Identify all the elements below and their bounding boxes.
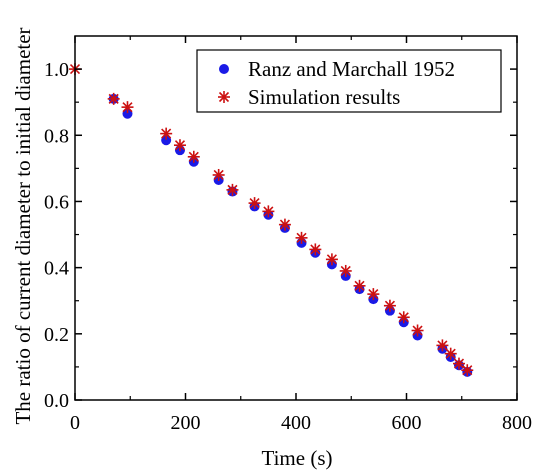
data-point: [226, 183, 239, 196]
data-point: [397, 311, 410, 324]
x-tick-label: 0: [70, 412, 80, 434]
data-point: [248, 197, 261, 210]
data-point: [107, 92, 120, 105]
x-tick-label: 800: [502, 412, 532, 434]
legend-box: [196, 49, 502, 113]
legend-circle-marker: [219, 64, 229, 74]
y-tick-label: 0.6: [44, 191, 69, 213]
data-point: [295, 231, 308, 244]
y-tick-label: 1.0: [44, 59, 69, 81]
x-tick-label: 200: [171, 412, 201, 434]
y-tick-label: 0.2: [44, 324, 69, 346]
data-point: [325, 253, 338, 266]
data-point: [122, 108, 133, 119]
data-point: [339, 264, 352, 277]
x-tick-label: 400: [281, 412, 311, 434]
legend-star-marker: [218, 91, 230, 103]
legend-label-ranz: Ranz and Marchall 1952: [248, 57, 455, 81]
data-point: [353, 279, 366, 292]
data-point: [309, 243, 322, 256]
x-axis-label: Time (s): [262, 446, 333, 470]
legend-marker-simulation: [218, 91, 230, 103]
data-point: [160, 127, 173, 140]
data-point: [173, 139, 186, 152]
legend: Ranz and Marchall 1952 Simulation result…: [196, 49, 502, 113]
y-tick-label: 0.8: [44, 125, 69, 147]
y-axis-label: The ratio of current diameter to initial…: [11, 27, 35, 424]
plot-area: [69, 63, 474, 377]
data-point: [161, 135, 172, 146]
data-point: [411, 324, 424, 337]
axes: 0 200 400 600 800 0.0 0.2 0.4 0.6 0.8 1.0: [44, 35, 532, 434]
legend-label-simulation: Simulation results: [248, 85, 400, 109]
data-point: [436, 339, 449, 352]
data-point: [187, 150, 200, 163]
data-point: [121, 101, 134, 114]
data-point: [461, 364, 474, 377]
data-point: [452, 357, 465, 370]
y-tick-label: 0.4: [44, 258, 69, 280]
data-point: [262, 205, 275, 218]
data-point: [444, 347, 457, 360]
data-point: [367, 288, 380, 301]
data-point: [278, 218, 291, 231]
data-point: [212, 168, 225, 181]
x-tick-label: 600: [392, 412, 422, 434]
legend-marker-ranz: [219, 64, 229, 74]
data-point: [383, 299, 396, 312]
y-tick-label: 0.0: [44, 390, 69, 412]
